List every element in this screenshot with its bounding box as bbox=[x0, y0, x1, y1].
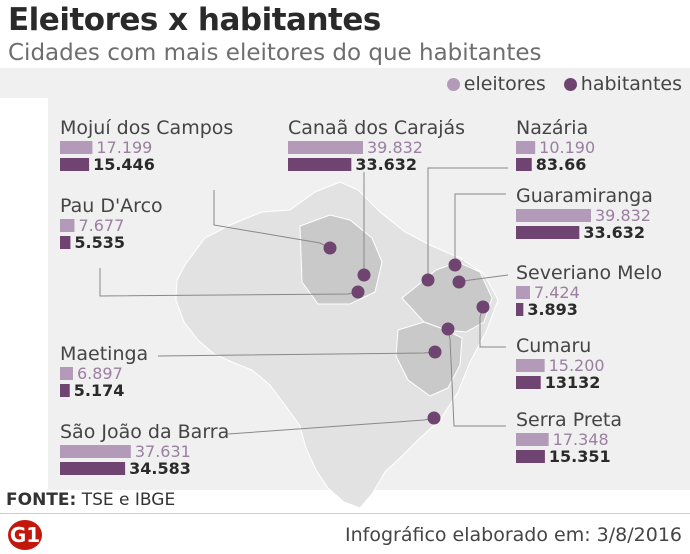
credit-note: Infográfico elaborado em: 3/8/2016 bbox=[345, 524, 682, 546]
city-name-mojui-dos-campos: Mojuí dos Campos bbox=[60, 117, 233, 139]
city-dots-layer bbox=[323, 241, 490, 425]
value-eleitores-cumaru: 15.200 bbox=[549, 356, 605, 375]
g1-logo: G1 bbox=[8, 520, 42, 550]
bar-eleitores-pau-d-arco bbox=[60, 219, 75, 232]
city-name-guaramiranga: Guaramiranga bbox=[516, 185, 653, 207]
map-region-bahia bbox=[395, 321, 463, 397]
bar-habitantes-nazaria bbox=[516, 158, 532, 171]
value-eleitores-mojui-dos-campos: 17.199 bbox=[96, 138, 152, 157]
city-dot-serra-preta bbox=[441, 322, 455, 336]
bar-eleitores-serra-preta bbox=[516, 433, 549, 446]
legend-swatch-eleitores bbox=[446, 78, 460, 91]
city-name-cumaru: Cumaru bbox=[516, 335, 591, 357]
bar-eleitores-mojui-dos-campos bbox=[60, 141, 93, 154]
footer-divider bbox=[0, 513, 690, 514]
value-habitantes-mojui-dos-campos: 15.446 bbox=[93, 155, 155, 174]
city-dot-cumaru bbox=[476, 300, 490, 314]
value-habitantes-cumaru: 13132 bbox=[545, 373, 601, 392]
city-dot-guaramiranga bbox=[448, 258, 462, 272]
value-eleitores-pau-d-arco: 7.677 bbox=[78, 216, 124, 235]
city-dot-nazaria bbox=[421, 273, 435, 287]
city-name-maetinga: Maetinga bbox=[60, 343, 148, 365]
page-subtitle: Cidades com mais eleitores do que habita… bbox=[8, 40, 542, 66]
legend-label-eleitores: eleitores bbox=[463, 73, 546, 95]
connector-guaramiranga bbox=[454, 193, 506, 265]
legend-swatch-habitantes bbox=[563, 78, 577, 91]
bar-habitantes-pau-d-arco bbox=[60, 236, 71, 249]
legend-item-eleitores: eleitores bbox=[446, 73, 546, 95]
bar-eleitores-cumaru bbox=[516, 359, 545, 372]
value-habitantes-serra-preta: 15.351 bbox=[549, 447, 611, 466]
city-name-severiano-melo: Severiano Melo bbox=[516, 262, 662, 284]
value-habitantes-maetinga: 5.174 bbox=[74, 381, 125, 400]
bar-eleitores-sao-joao-da-barra bbox=[60, 445, 131, 458]
value-eleitores-maetinga: 6.897 bbox=[77, 364, 123, 383]
source-label: FONTE: bbox=[6, 490, 77, 510]
value-eleitores-sao-joao-da-barra: 37.631 bbox=[135, 442, 191, 461]
map-region-para bbox=[299, 214, 383, 305]
bar-habitantes-maetinga bbox=[60, 384, 70, 397]
value-eleitores-guaramiranga: 39.832 bbox=[595, 206, 651, 225]
city-dot-maetinga bbox=[428, 345, 442, 359]
bar-habitantes-guaramiranga bbox=[516, 226, 580, 239]
value-habitantes-sao-joao-da-barra: 34.583 bbox=[129, 459, 191, 478]
value-eleitores-serra-preta: 17.348 bbox=[553, 430, 609, 449]
city-name-pau-d-arco: Pau D'Arco bbox=[60, 195, 163, 217]
bar-habitantes-severiano-melo bbox=[516, 303, 524, 316]
legend-item-habitantes: habitantes bbox=[563, 73, 682, 95]
legend: eleitores habitantes bbox=[435, 73, 682, 95]
city-dot-sao-joao-da-barra bbox=[427, 411, 441, 425]
value-habitantes-severiano-melo: 3.893 bbox=[527, 300, 578, 319]
page-title: Eleitores x habitantes bbox=[8, 2, 381, 38]
city-name-canaa-dos-carajas: Canaã dos Carajás bbox=[288, 117, 465, 139]
value-habitantes-guaramiranga: 33.632 bbox=[583, 223, 645, 242]
city-name-sao-joao-da-barra: São João da Barra bbox=[60, 421, 229, 443]
bar-eleitores-severiano-melo bbox=[516, 286, 530, 299]
city-dot-severiano-melo bbox=[452, 275, 466, 289]
city-name-nazaria: Nazária bbox=[516, 117, 588, 139]
source-value: TSE e IBGE bbox=[81, 490, 176, 510]
bar-habitantes-sao-joao-da-barra bbox=[60, 462, 126, 475]
value-eleitores-severiano-melo: 7.424 bbox=[534, 283, 580, 302]
city-dot-mojui-dos-campos bbox=[323, 241, 337, 255]
city-dot-pau-d-arco bbox=[351, 285, 365, 299]
value-habitantes-nazaria: 83.66 bbox=[536, 155, 587, 174]
bar-habitantes-canaa-dos-carajas bbox=[288, 158, 352, 171]
source-note: FONTE: TSE e IBGE bbox=[6, 490, 175, 510]
bar-habitantes-serra-preta bbox=[516, 450, 545, 463]
bar-eleitores-canaa-dos-carajas bbox=[288, 141, 363, 154]
city-name-serra-preta: Serra Preta bbox=[516, 409, 622, 431]
value-habitantes-canaa-dos-carajas: 33.632 bbox=[355, 155, 417, 174]
legend-label-habitantes: habitantes bbox=[580, 73, 682, 95]
bar-habitantes-mojui-dos-campos bbox=[60, 158, 90, 171]
brazil-map-shape bbox=[175, 181, 499, 509]
value-habitantes-pau-d-arco: 5.535 bbox=[74, 233, 125, 252]
value-eleitores-nazaria: 10.190 bbox=[539, 138, 595, 157]
city-dot-canaa-dos-carajas bbox=[357, 268, 371, 282]
bar-eleitores-nazaria bbox=[516, 141, 536, 154]
bar-eleitores-guaramiranga bbox=[516, 209, 591, 222]
value-eleitores-canaa-dos-carajas: 39.832 bbox=[367, 138, 423, 157]
bar-eleitores-maetinga bbox=[60, 367, 73, 380]
bar-habitantes-cumaru bbox=[516, 376, 541, 389]
